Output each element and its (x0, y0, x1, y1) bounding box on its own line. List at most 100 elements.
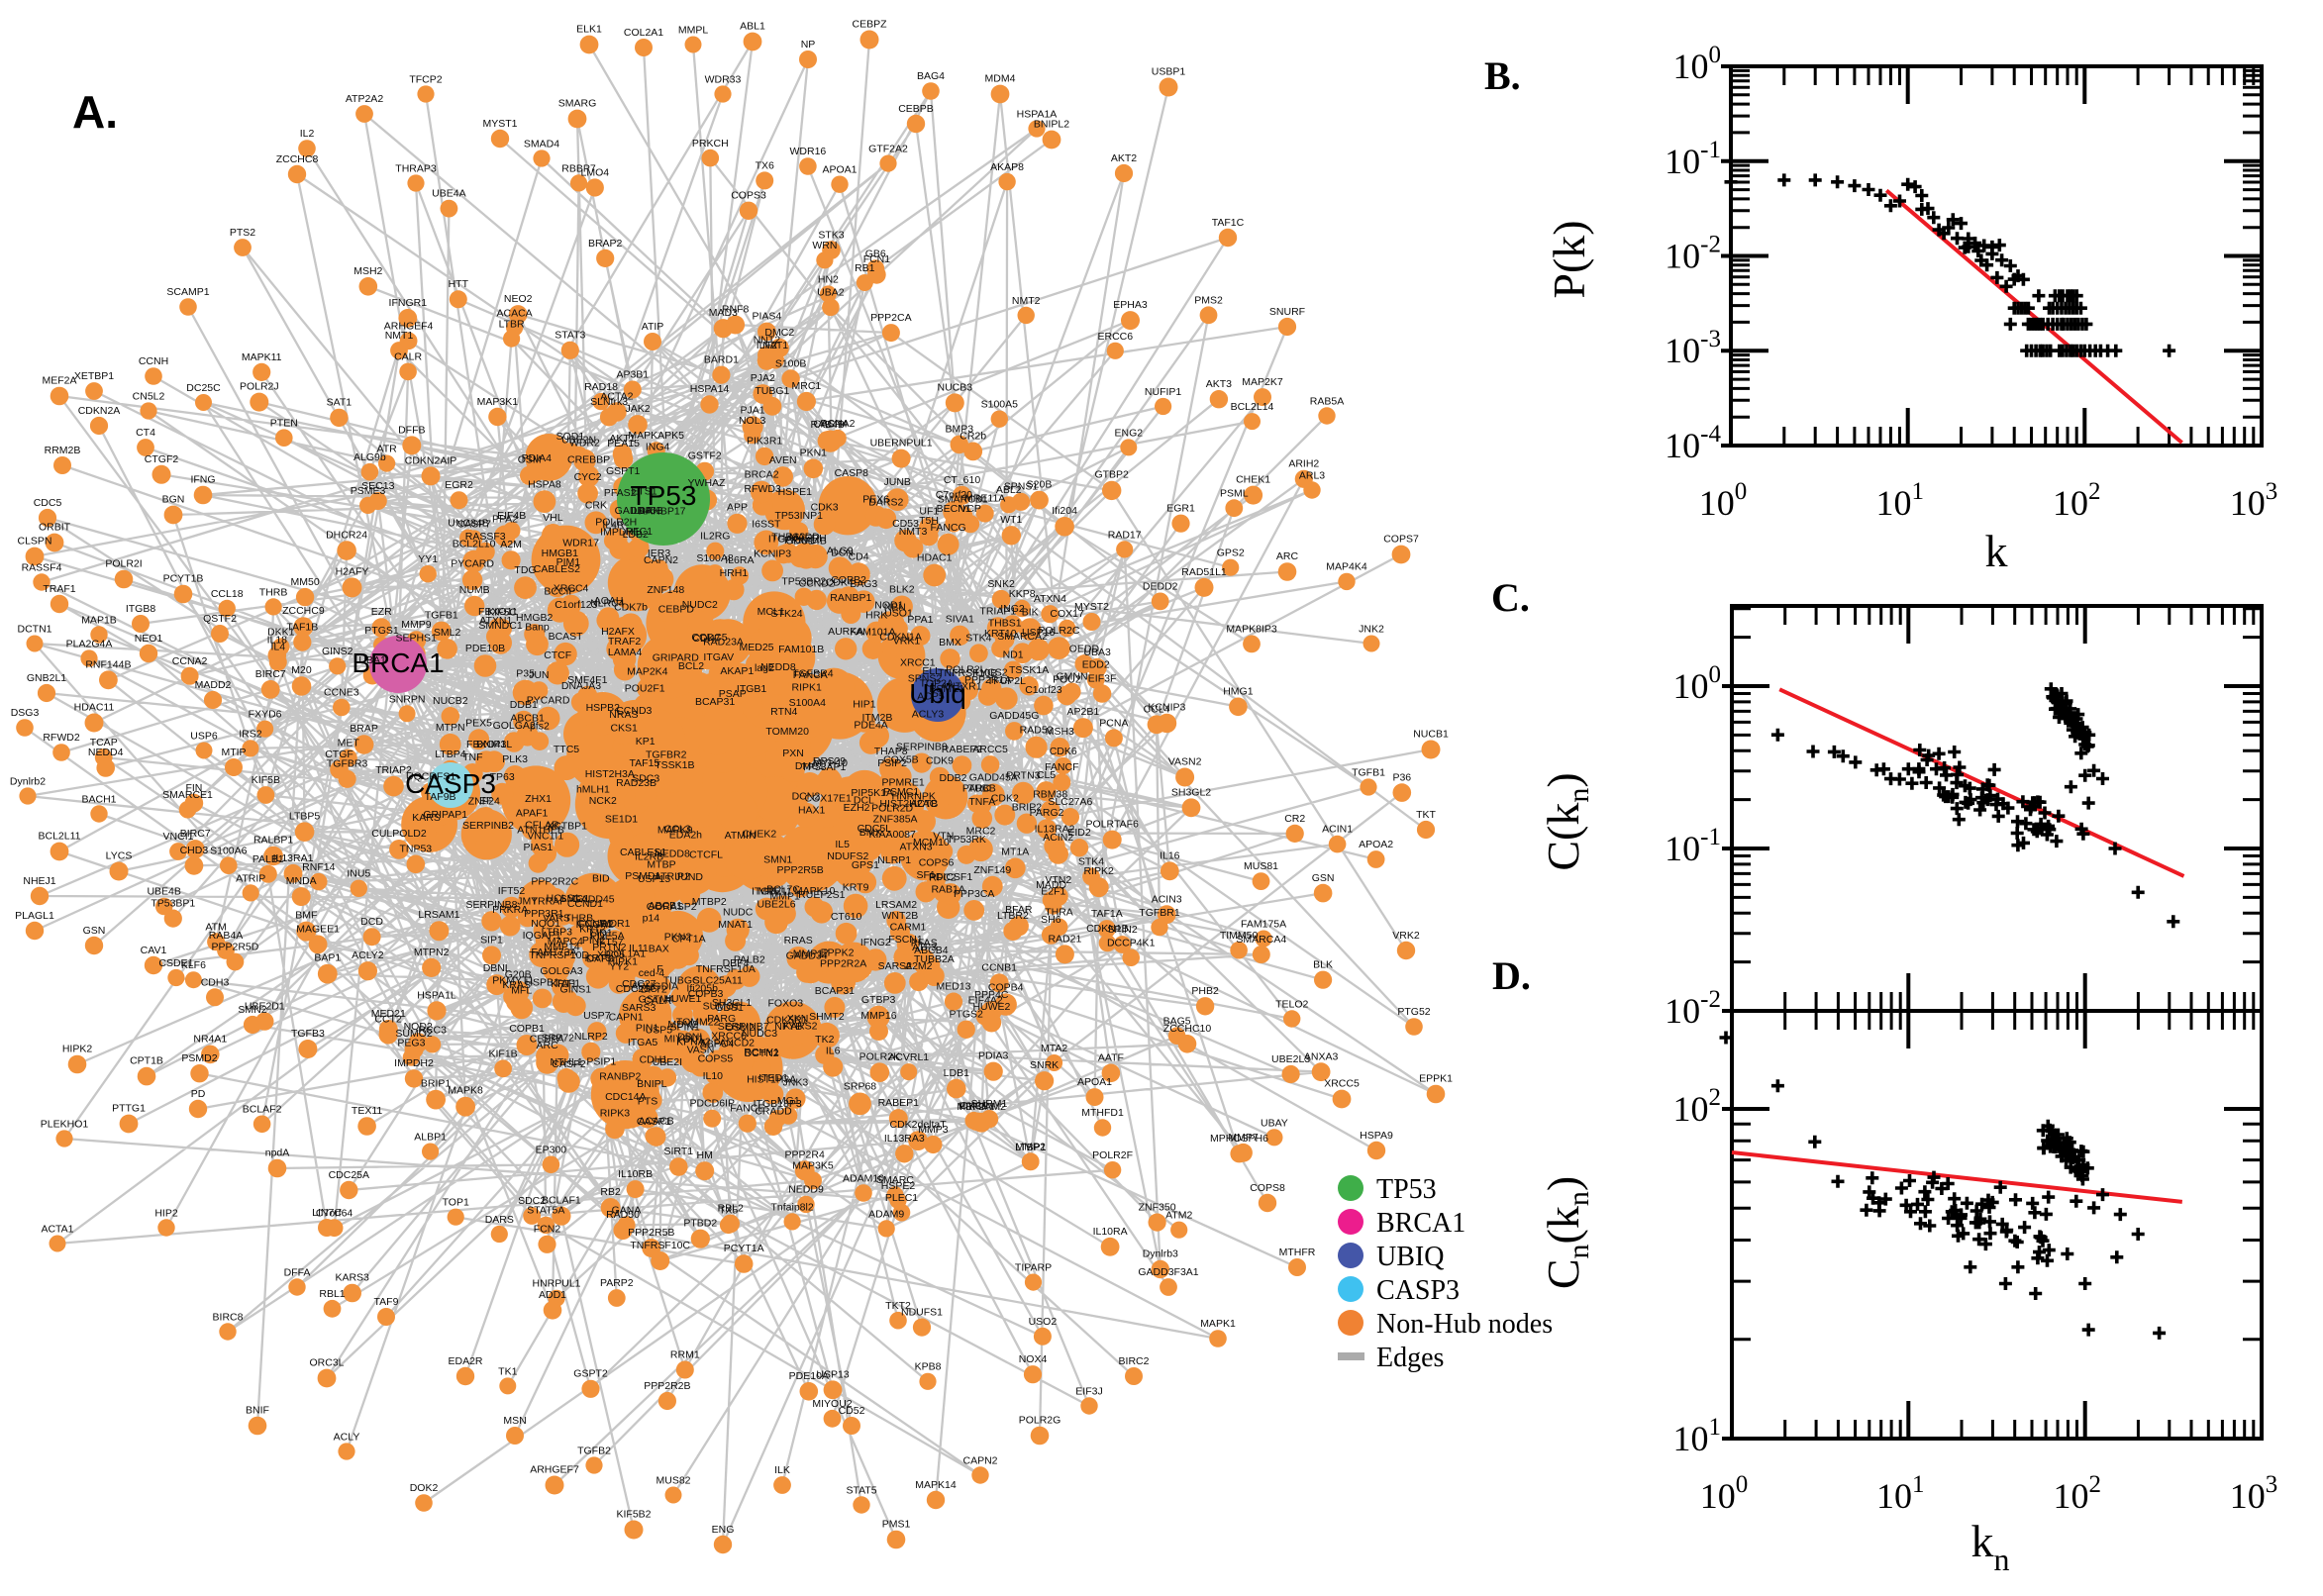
svg-text:RFC2: RFC2 (929, 871, 957, 883)
svg-text:DDB1: DDB1 (510, 699, 538, 711)
svg-text:PPP2R5B: PPP2R5B (628, 1227, 674, 1239)
svg-text:NNT2: NNT2 (754, 334, 781, 346)
svg-text:EF: EF (479, 795, 492, 807)
svg-text:NRAS: NRAS (609, 709, 638, 721)
svg-text:SNURF: SNURF (1269, 306, 1305, 318)
svg-text:102: 102 (2053, 478, 2101, 523)
svg-text:KIF5C: KIF5C (487, 607, 517, 619)
svg-text:TKT: TKT (1416, 809, 1436, 821)
svg-text:IL13RA2: IL13RA2 (1035, 824, 1075, 836)
svg-text:FAM175A: FAM175A (1241, 919, 1286, 931)
svg-text:EIF3J: EIF3J (1075, 1385, 1102, 1397)
svg-text:BCCIP: BCCIP (544, 586, 575, 598)
svg-text:Ifi205b: Ifi205b (686, 983, 718, 995)
svg-text:UF1: UF1 (919, 506, 939, 518)
svg-text:KCNIP3: KCNIP3 (754, 549, 791, 560)
svg-text:CULPOLD2: CULPOLD2 (371, 828, 427, 840)
svg-text:AKT1: AKT1 (609, 433, 635, 445)
svg-text:CEBPZ: CEBPZ (852, 19, 887, 31)
svg-text:HSPA14: HSPA14 (690, 383, 730, 395)
svg-text:MSH3: MSH3 (1046, 726, 1074, 738)
svg-text:OSM2: OSM2 (725, 1022, 755, 1034)
svg-text:SEPHS1: SEPHS1 (395, 632, 437, 644)
svg-text:PDIA3: PDIA3 (978, 1050, 1009, 1062)
svg-text:UBERNPUL1: UBERNPUL1 (870, 438, 933, 449)
svg-text:GNB2L1: GNB2L1 (27, 672, 66, 684)
svg-text:SH3GL2: SH3GL2 (1171, 786, 1211, 798)
svg-text:CDKN1A: CDKN1A (879, 632, 922, 644)
svg-text:BNIP3L: BNIP3L (476, 739, 512, 750)
svg-text:ORBIT: ORBIT (39, 522, 71, 534)
svg-text:SMARCE1: SMARCE1 (162, 789, 213, 801)
svg-text:MTA2: MTA2 (1041, 1043, 1067, 1054)
svg-text:RNF8: RNF8 (722, 304, 750, 316)
svg-text:TX5: TX5 (719, 1205, 738, 1217)
svg-text:PLAGL1: PLAGL1 (15, 910, 54, 922)
svg-text:BIRC2: BIRC2 (1119, 1355, 1150, 1367)
svg-text:TTC5: TTC5 (554, 744, 579, 755)
svg-text:EIF4B: EIF4B (497, 510, 526, 522)
svg-text:TP53: TP53 (1376, 1174, 1437, 1205)
svg-text:NEDD4: NEDD4 (88, 747, 124, 758)
svg-text:ZCCHC9: ZCCHC9 (282, 605, 325, 617)
svg-text:BAG5: BAG5 (1163, 1015, 1191, 1027)
svg-text:WDR16: WDR16 (790, 146, 827, 157)
svg-text:DDB2: DDB2 (939, 772, 966, 784)
svg-text:CHEK1: CHEK1 (1236, 474, 1270, 486)
svg-text:KKP8: KKP8 (1009, 588, 1036, 600)
svg-text:ADAM9: ADAM9 (868, 1208, 904, 1220)
svg-text:SMG1: SMG1 (560, 893, 590, 905)
svg-text:PTG52: PTG52 (1397, 1006, 1430, 1018)
svg-text:CDK9: CDK9 (926, 755, 954, 767)
svg-text:GORASP2: GORASP2 (647, 901, 697, 913)
svg-text:CL5: CL5 (1037, 769, 1056, 781)
svg-text:CKS1: CKS1 (610, 723, 638, 735)
svg-text:MED25: MED25 (739, 642, 773, 653)
svg-text:MAPK10: MAPK10 (794, 885, 836, 897)
svg-text:DAP3: DAP3 (586, 952, 614, 964)
svg-text:NUMB: NUMB (459, 584, 490, 596)
svg-text:MDM2: MDM2 (667, 1019, 698, 1031)
svg-text:BCL2: BCL2 (678, 660, 704, 672)
svg-text:MMPL: MMPL (678, 25, 708, 37)
svg-text:THBS2: THBS2 (771, 532, 805, 544)
svg-text:HIP1: HIP1 (853, 699, 876, 711)
svg-text:FAM101A: FAM101A (850, 627, 895, 639)
svg-text:USO1: USO1 (884, 608, 913, 620)
svg-text:p14: p14 (643, 912, 660, 924)
svg-text:MAPKAPK5: MAPKAPK5 (628, 430, 684, 442)
svg-text:TKT2: TKT2 (885, 1300, 911, 1312)
svg-text:BNIPL2: BNIPL2 (1034, 119, 1069, 131)
svg-text:MAPK14: MAPK14 (915, 1479, 957, 1491)
svg-text:CCL4: CCL4 (1144, 703, 1170, 715)
svg-text:WT1: WT1 (1000, 514, 1022, 526)
svg-text:KARS2: KARS2 (783, 1021, 818, 1033)
svg-text:MAPK11: MAPK11 (242, 351, 282, 363)
svg-text:WDR33: WDR33 (705, 73, 742, 85)
svg-text:GPS2: GPS2 (1217, 548, 1245, 559)
svg-text:MDM4: MDM4 (985, 73, 1016, 85)
svg-text:IFT57: IFT57 (596, 937, 624, 948)
svg-text:RAD18: RAD18 (584, 381, 618, 393)
svg-text:MAP3K5: MAP3K5 (792, 1159, 834, 1171)
svg-text:MMP7: MMP7 (1228, 1132, 1258, 1144)
svg-text:KRAS: KRAS (502, 979, 531, 991)
svg-text:JUND: JUND (675, 871, 703, 883)
svg-text:ABL1: ABL1 (740, 21, 765, 33)
svg-text:STK4: STK4 (1078, 856, 1104, 868)
svg-text:COL1A1: COL1A1 (606, 948, 646, 960)
svg-text:BCAST: BCAST (549, 631, 584, 643)
svg-text:TGFB1: TGFB1 (425, 610, 458, 622)
svg-text:PTEN: PTEN (270, 417, 298, 429)
svg-text:BFAR: BFAR (1005, 904, 1033, 916)
svg-text:IL5: IL5 (835, 839, 850, 850)
svg-text:PPP2R5D: PPP2R5D (211, 942, 258, 953)
svg-text:HUWE1: HUWE1 (663, 993, 701, 1005)
svg-text:CCNH: CCNH (139, 355, 168, 367)
svg-text:TUBB2A: TUBB2A (914, 953, 955, 965)
svg-text:HAX1: HAX1 (798, 805, 826, 817)
svg-text:PDICSF1: PDICSF1 (929, 871, 973, 883)
svg-text:JNK2: JNK2 (1359, 624, 1384, 636)
svg-text:PLEKHO1: PLEKHO1 (41, 1118, 89, 1130)
svg-text:CDKN1B: CDKN1B (1086, 923, 1129, 935)
